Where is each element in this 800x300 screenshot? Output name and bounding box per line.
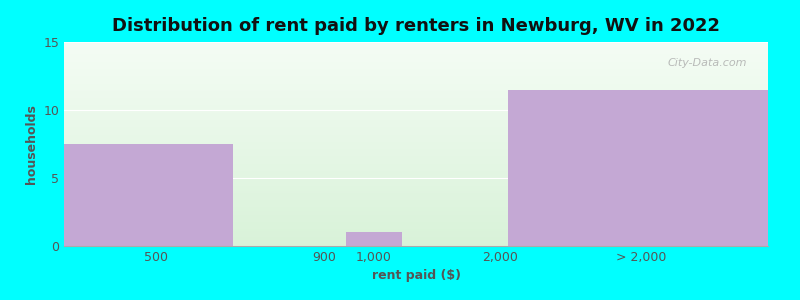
Bar (64, 144, 233, 246)
Bar (507, 90, 768, 246)
Y-axis label: households: households (25, 104, 38, 184)
X-axis label: rent paid ($): rent paid ($) (371, 269, 461, 282)
Title: Distribution of rent paid by renters in Newburg, WV in 2022: Distribution of rent paid by renters in … (112, 17, 720, 35)
Bar (346, 232, 402, 246)
Text: City-Data.com: City-Data.com (667, 58, 747, 68)
